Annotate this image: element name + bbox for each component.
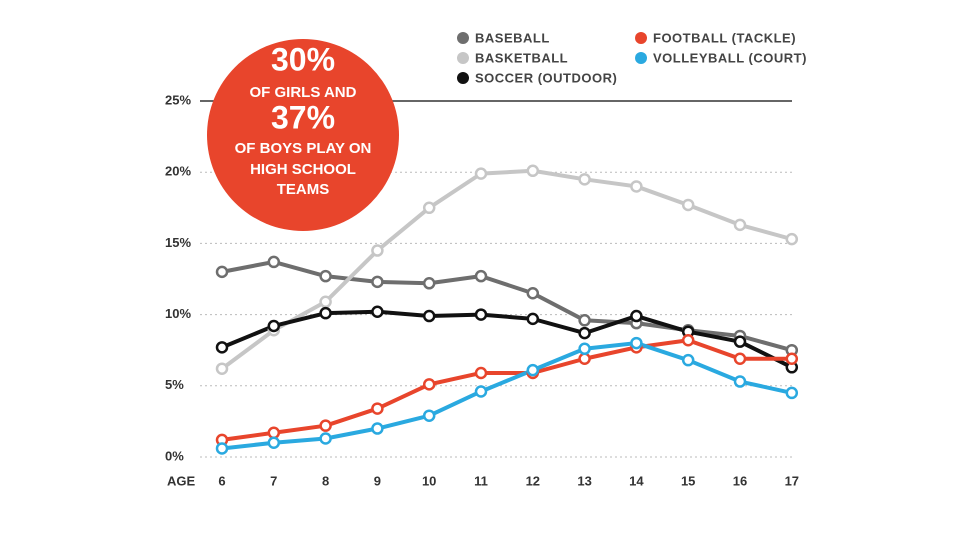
data-point bbox=[630, 309, 643, 323]
x-tick-label: 15 bbox=[681, 473, 695, 488]
x-tick-label: 10 bbox=[422, 473, 436, 488]
data-point bbox=[371, 244, 384, 257]
annotation-text: 37% bbox=[271, 99, 335, 135]
data-point bbox=[785, 232, 799, 246]
data-point bbox=[215, 442, 229, 455]
legend-swatch bbox=[635, 32, 647, 44]
legend-swatch bbox=[457, 72, 469, 84]
data-point bbox=[422, 409, 436, 422]
data-point bbox=[681, 353, 695, 367]
y-tick-label: 10% bbox=[165, 306, 191, 321]
x-tick-label: 8 bbox=[322, 473, 329, 488]
x-tick-label: 6 bbox=[218, 473, 225, 488]
legend-label: VOLLEYBALL (COURT) bbox=[653, 50, 807, 65]
x-tick-label: 9 bbox=[374, 473, 381, 488]
y-tick-label: 5% bbox=[165, 377, 184, 392]
annotation-text: OF BOYS PLAY ON bbox=[235, 140, 372, 157]
data-point bbox=[785, 352, 799, 365]
y-tick-label: 20% bbox=[165, 164, 191, 179]
annotation-badge bbox=[207, 39, 399, 231]
x-tick-label: 12 bbox=[526, 473, 540, 488]
data-point bbox=[422, 277, 436, 290]
x-tick-label: 17 bbox=[785, 473, 799, 488]
x-axis-label: AGE bbox=[167, 473, 196, 488]
series-line bbox=[221, 259, 793, 353]
data-point bbox=[319, 432, 332, 445]
data-point bbox=[526, 286, 540, 300]
data-point bbox=[371, 305, 384, 319]
data-point bbox=[474, 167, 488, 180]
series-line bbox=[220, 168, 793, 371]
data-point bbox=[526, 363, 540, 377]
annotation-text: TEAMS bbox=[277, 181, 330, 198]
data-point bbox=[578, 352, 591, 365]
data-point bbox=[733, 335, 747, 348]
data-point bbox=[474, 269, 488, 283]
y-tick-label: 15% bbox=[165, 235, 191, 250]
data-point bbox=[319, 295, 332, 309]
data-point bbox=[474, 366, 488, 380]
data-point bbox=[422, 378, 436, 391]
x-tick-label: 14 bbox=[629, 473, 644, 488]
annotation-text: HIGH SCHOOL bbox=[250, 161, 356, 178]
data-point bbox=[215, 265, 229, 279]
data-point bbox=[578, 314, 591, 327]
annotation-text: 30% bbox=[271, 41, 335, 77]
y-tick-label: 25% bbox=[165, 92, 191, 107]
series-line bbox=[221, 341, 793, 451]
data-point bbox=[319, 269, 332, 283]
data-point bbox=[267, 319, 281, 333]
data-point bbox=[422, 309, 436, 323]
legend-swatch bbox=[457, 52, 469, 64]
series-line bbox=[221, 338, 792, 442]
x-tick-label: 11 bbox=[474, 473, 488, 488]
data-point bbox=[267, 426, 281, 440]
data-point bbox=[371, 422, 384, 435]
data-point bbox=[578, 173, 591, 186]
y-tick-label: 0% bbox=[165, 448, 184, 463]
x-tick-label: 7 bbox=[270, 473, 277, 488]
data-point bbox=[630, 180, 643, 193]
data-point bbox=[319, 306, 332, 320]
data-point bbox=[578, 342, 591, 356]
data-point bbox=[733, 375, 747, 388]
data-point bbox=[681, 198, 695, 212]
data-point bbox=[474, 308, 488, 321]
series-line bbox=[221, 309, 793, 370]
data-point bbox=[215, 362, 229, 375]
x-tick-label: 13 bbox=[577, 473, 591, 488]
data-point bbox=[733, 218, 747, 232]
legend-label: SOCCER (OUTDOOR) bbox=[475, 70, 617, 85]
data-point bbox=[267, 436, 281, 450]
legend-label: FOOTBALL (TACKLE) bbox=[653, 30, 796, 45]
data-point bbox=[422, 201, 436, 215]
data-point bbox=[267, 255, 281, 269]
legend-label: BASEBALL bbox=[475, 30, 550, 45]
data-point bbox=[733, 352, 747, 365]
legend-swatch bbox=[635, 52, 647, 64]
data-point bbox=[526, 164, 540, 178]
data-point bbox=[371, 275, 384, 289]
data-point bbox=[319, 419, 332, 432]
data-point bbox=[371, 402, 384, 415]
legend-swatch bbox=[457, 32, 469, 44]
x-tick-label: 16 bbox=[733, 473, 747, 488]
data-point bbox=[215, 341, 229, 354]
annotation-text: OF GIRLS AND bbox=[250, 84, 357, 101]
legend-label: BASKETBALL bbox=[475, 50, 568, 65]
data-point bbox=[785, 386, 799, 400]
data-point bbox=[681, 333, 695, 347]
data-point bbox=[526, 312, 540, 326]
data-point bbox=[578, 326, 591, 340]
data-point bbox=[474, 385, 488, 398]
data-point bbox=[630, 336, 643, 350]
